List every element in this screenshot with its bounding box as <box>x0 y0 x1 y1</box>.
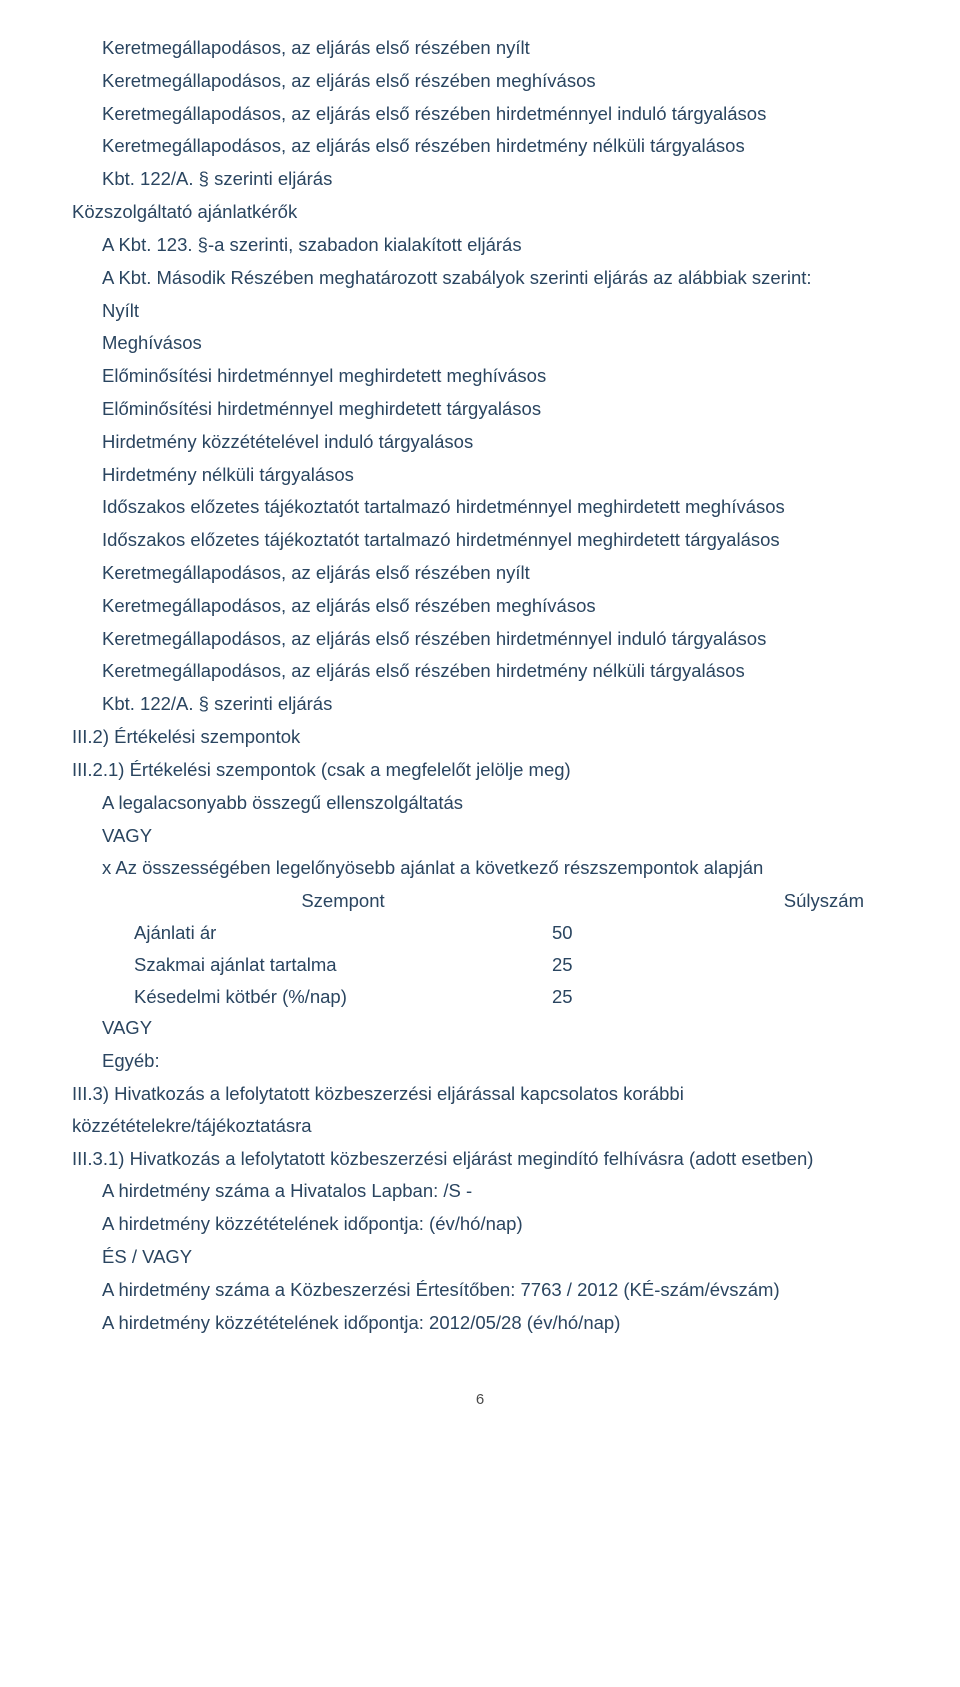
table-cell: 50 <box>552 917 692 949</box>
table-row: Szakmai ajánlat tartalma 25 <box>134 949 888 981</box>
text-line: A hirdetmény száma a Hivatalos Lapban: /… <box>72 1175 888 1207</box>
text-line: A hirdetmény száma a Közbeszerzési Értes… <box>72 1274 888 1306</box>
text-line: x Az összességében legelőnyösebb ajánlat… <box>72 852 888 884</box>
text-line: Hirdetmény közzétételével induló tárgyal… <box>72 426 888 458</box>
text-line: Nyílt <box>72 295 888 327</box>
criteria-table: Szempont Súlyszám Ajánlati ár 50 Szakmai… <box>72 885 888 1012</box>
text-line: Keretmegállapodásos, az eljárás első rés… <box>72 623 888 655</box>
text-line: A Kbt. 123. §-a szerinti, szabadon kiala… <box>72 229 888 261</box>
text-line: Időszakos előzetes tájékoztatót tartalma… <box>72 491 888 523</box>
table-cell: Késedelmi kötbér (%/nap) <box>134 981 552 1013</box>
table-cell: 25 <box>552 981 692 1013</box>
table-row: Késedelmi kötbér (%/nap) 25 <box>134 981 888 1013</box>
table-cell: Ajánlati ár <box>134 917 552 949</box>
text-line: Előminősítési hirdetménnyel meghirdetett… <box>72 393 888 425</box>
text-line: A hirdetmény közzétételének időpontja: (… <box>72 1208 888 1240</box>
text-line: Keretmegállapodásos, az eljárás első rés… <box>72 65 888 97</box>
section-heading: III.2) Értékelési szempontok <box>72 721 888 753</box>
text-line: Keretmegállapodásos, az eljárás első rés… <box>72 590 888 622</box>
text-line: A Kbt. Második Részében meghatározott sz… <box>72 262 888 294</box>
text-line: Keretmegállapodásos, az eljárás első rés… <box>72 32 888 64</box>
text-line: Keretmegállapodásos, az eljárás első rés… <box>72 98 888 130</box>
text-line: Kbt. 122/A. § szerinti eljárás <box>72 688 888 720</box>
section-heading: III.2.1) Értékelési szempontok (csak a m… <box>72 754 888 786</box>
text-line: Keretmegállapodásos, az eljárás első rés… <box>72 557 888 589</box>
text-line: Közszolgáltató ajánlatkérők <box>72 196 888 228</box>
table-header-row: Szempont Súlyszám <box>134 885 888 917</box>
table-header-sulyszam: Súlyszám <box>552 885 888 917</box>
text-line: Időszakos előzetes tájékoztatót tartalma… <box>72 524 888 556</box>
text-line: A legalacsonyabb összegű ellenszolgáltat… <box>72 787 888 819</box>
table-cell: 25 <box>552 949 692 981</box>
table-header-szempont: Szempont <box>134 885 552 917</box>
text-line: Egyéb: <box>72 1045 888 1077</box>
text-line: Keretmegállapodásos, az eljárás első rés… <box>72 130 888 162</box>
text-line: Előminősítési hirdetménnyel meghirdetett… <box>72 360 888 392</box>
table-cell: Szakmai ajánlat tartalma <box>134 949 552 981</box>
text-line: Hirdetmény nélküli tárgyalásos <box>72 459 888 491</box>
page-number: 6 <box>72 1387 888 1413</box>
text-line: A hirdetmény közzétételének időpontja: 2… <box>72 1307 888 1339</box>
text-line: Keretmegállapodásos, az eljárás első rés… <box>72 655 888 687</box>
section-heading: III.3.1) Hivatkozás a lefolytatott közbe… <box>72 1143 888 1175</box>
text-line: VAGY <box>72 820 888 852</box>
text-line: ÉS / VAGY <box>72 1241 888 1273</box>
text-line: Meghívásos <box>72 327 888 359</box>
text-line: Kbt. 122/A. § szerinti eljárás <box>72 163 888 195</box>
section-heading: III.3) Hivatkozás a lefolytatott közbesz… <box>72 1078 888 1142</box>
table-row: Ajánlati ár 50 <box>134 917 888 949</box>
text-line: VAGY <box>72 1012 888 1044</box>
